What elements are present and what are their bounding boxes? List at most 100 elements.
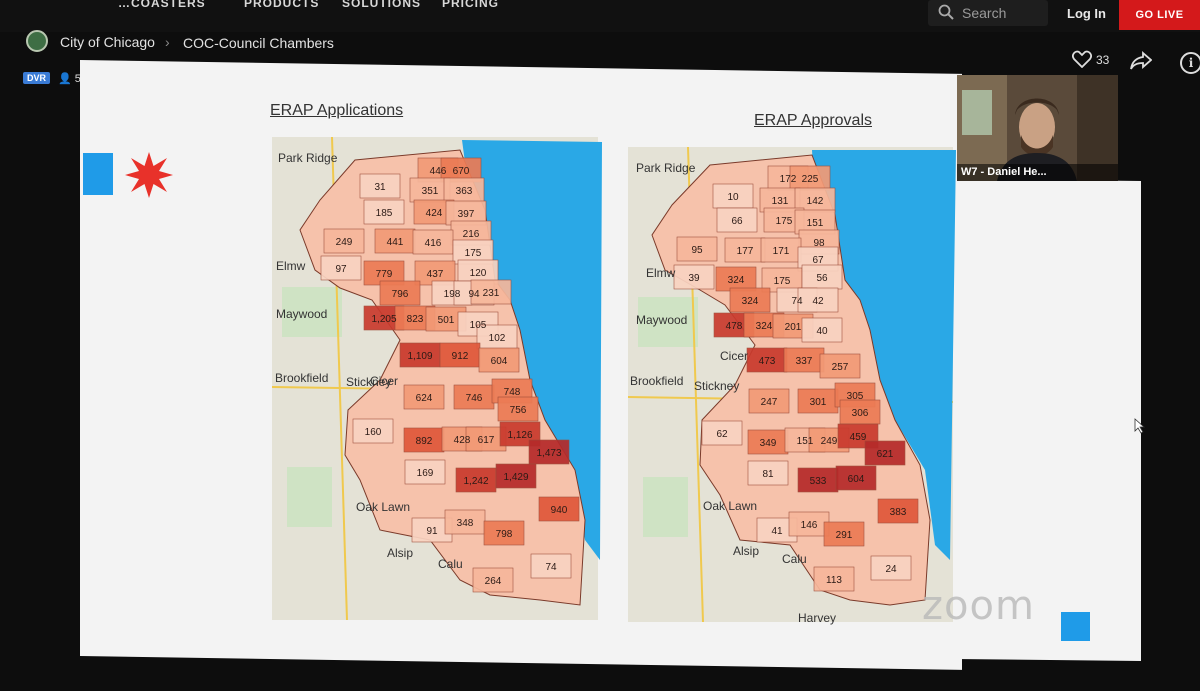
applications-ward-value: 892	[416, 436, 433, 447]
approvals-ward-value: 56	[816, 273, 828, 284]
applications-ward-value: 441	[387, 237, 404, 248]
applications-ward-value: 216	[463, 229, 480, 240]
applications-ward-region	[472, 567, 514, 593]
approvals-ward-value: 291	[836, 530, 853, 541]
applications-ward-region	[374, 228, 416, 254]
applications-ward-region	[483, 520, 525, 546]
applications-ward-value: 348	[457, 518, 474, 529]
approvals-ward-region	[835, 465, 877, 491]
approvals-ward-region	[760, 237, 802, 263]
chicago-star-icon	[125, 152, 173, 198]
applications-ward-region	[379, 280, 421, 306]
approvals-ward-region	[729, 287, 771, 313]
nav-solutions[interactable]: SOLUTIONS	[342, 0, 422, 10]
approvals-ward-region	[788, 511, 830, 537]
approvals-place-label: Stickney	[694, 379, 739, 393]
applications-ward-value: 102	[489, 333, 506, 344]
approvals-ward-value: 146	[801, 520, 818, 531]
applications-map-title: ERAP Applications	[270, 102, 404, 119]
applications-ward-value: 1,126	[507, 430, 532, 441]
approvals-ward-value: 306	[852, 408, 869, 419]
participant-video[interactable]: W7 - Daniel He...	[957, 75, 1118, 181]
approvals-ward-region	[837, 423, 879, 449]
approvals-ward-value: 142	[807, 196, 824, 207]
applications-ward-value: 746	[466, 393, 483, 404]
approvals-ward-value: 247	[761, 397, 778, 408]
go-live-button[interactable]: GO LIVE	[1119, 0, 1200, 30]
city-seal-icon[interactable]	[26, 30, 48, 52]
applications-place-label: Stickney	[346, 375, 391, 389]
approvals-ward-value: 621	[877, 449, 894, 460]
approvals-lake-michigan	[812, 150, 956, 560]
approvals-ward-value: 459	[850, 432, 867, 443]
approvals-ward-region	[715, 266, 757, 292]
applications-ward-value: 363	[456, 186, 473, 197]
approvals-ward-value: 39	[688, 273, 700, 284]
applications-ward-value: 94	[468, 289, 480, 300]
applications-ward-value: 798	[496, 529, 513, 540]
breadcrumb-channel[interactable]: City of Chicago	[60, 34, 155, 50]
search-input[interactable]: Search	[928, 0, 1048, 26]
applications-ward-value: 779	[376, 269, 393, 280]
applications-ward-value: 185	[376, 208, 393, 219]
approvals-ward-value: 113	[826, 575, 842, 586]
applications-ward-region	[443, 177, 485, 203]
applications-place-label: Maywood	[276, 307, 327, 321]
applications-ward-value: 1,109	[407, 351, 432, 362]
approvals-ward-region	[716, 207, 758, 233]
applications-ward-value: 1,473	[536, 448, 561, 459]
nav-item-partial[interactable]: …COASTERS	[118, 0, 206, 10]
applications-ward-value: 231	[483, 288, 500, 299]
chevron-right-icon: ›	[165, 34, 170, 50]
like-button[interactable]: 33	[1072, 50, 1109, 73]
nav-pricing[interactable]: PRICING	[442, 0, 500, 10]
approvals-ward-region	[783, 347, 825, 373]
applications-ward-region	[323, 228, 365, 254]
applications-ward-region	[476, 324, 518, 350]
approvals-ward-value: 349	[760, 438, 777, 449]
applications-ward-value: 823	[407, 314, 424, 325]
applications-ward-value: 198	[444, 289, 461, 300]
approvals-ward-value: 301	[810, 397, 827, 408]
applications-ward-region	[399, 342, 441, 368]
applications-ward-value: 424	[426, 208, 443, 219]
approvals-ward-region	[864, 440, 906, 466]
flag-stripe-decoration	[83, 153, 113, 195]
approvals-map-title: ERAP Approvals	[754, 112, 872, 129]
approvals-ward-value: 478	[726, 321, 743, 332]
nav-products[interactable]: PRODUCTS	[244, 0, 320, 10]
approvals-ward-region	[746, 347, 788, 373]
flag-stripe-decoration-2	[1061, 612, 1090, 641]
approvals-ward-region	[797, 467, 839, 493]
approvals-ward-value: 81	[762, 469, 774, 480]
approvals-ward-region	[676, 236, 718, 262]
approvals-ward-value: 98	[813, 238, 825, 249]
approvals-ward-region	[813, 566, 855, 592]
approvals-ward-region	[673, 264, 715, 290]
applications-ward-value: 446	[430, 166, 447, 177]
share-button[interactable]	[1130, 51, 1153, 76]
approvals-ward-value: 151	[797, 436, 814, 447]
applications-ward-value: 604	[491, 356, 508, 367]
approvals-place-label: Brookfield	[630, 374, 683, 388]
approvals-ward-value: 175	[776, 216, 793, 227]
dvr-badge: DVR	[23, 72, 51, 84]
search-icon	[938, 4, 954, 20]
applications-ward-value: 437	[427, 269, 444, 280]
approvals-ward-value: 225	[802, 174, 819, 185]
login-link[interactable]: Log In	[1067, 6, 1106, 21]
approvals-place-label: Cicer	[720, 349, 748, 363]
approvals-ward-value: 383	[890, 507, 907, 518]
applications-ward-value: 264	[485, 576, 502, 587]
approvals-ward-value: 533	[810, 476, 827, 487]
applications-ward-value: 1,429	[503, 472, 528, 483]
applications-ward-region	[403, 427, 445, 453]
applications-park-area	[282, 287, 342, 337]
applications-ward-value: 169	[417, 468, 434, 479]
info-icon[interactable]: i	[1180, 52, 1200, 74]
approvals-ward-value: 10	[727, 192, 739, 203]
applications-ward-value: 428	[454, 435, 471, 446]
applications-ward-value: 175	[465, 248, 482, 259]
applications-ward-value: 97	[335, 264, 347, 275]
